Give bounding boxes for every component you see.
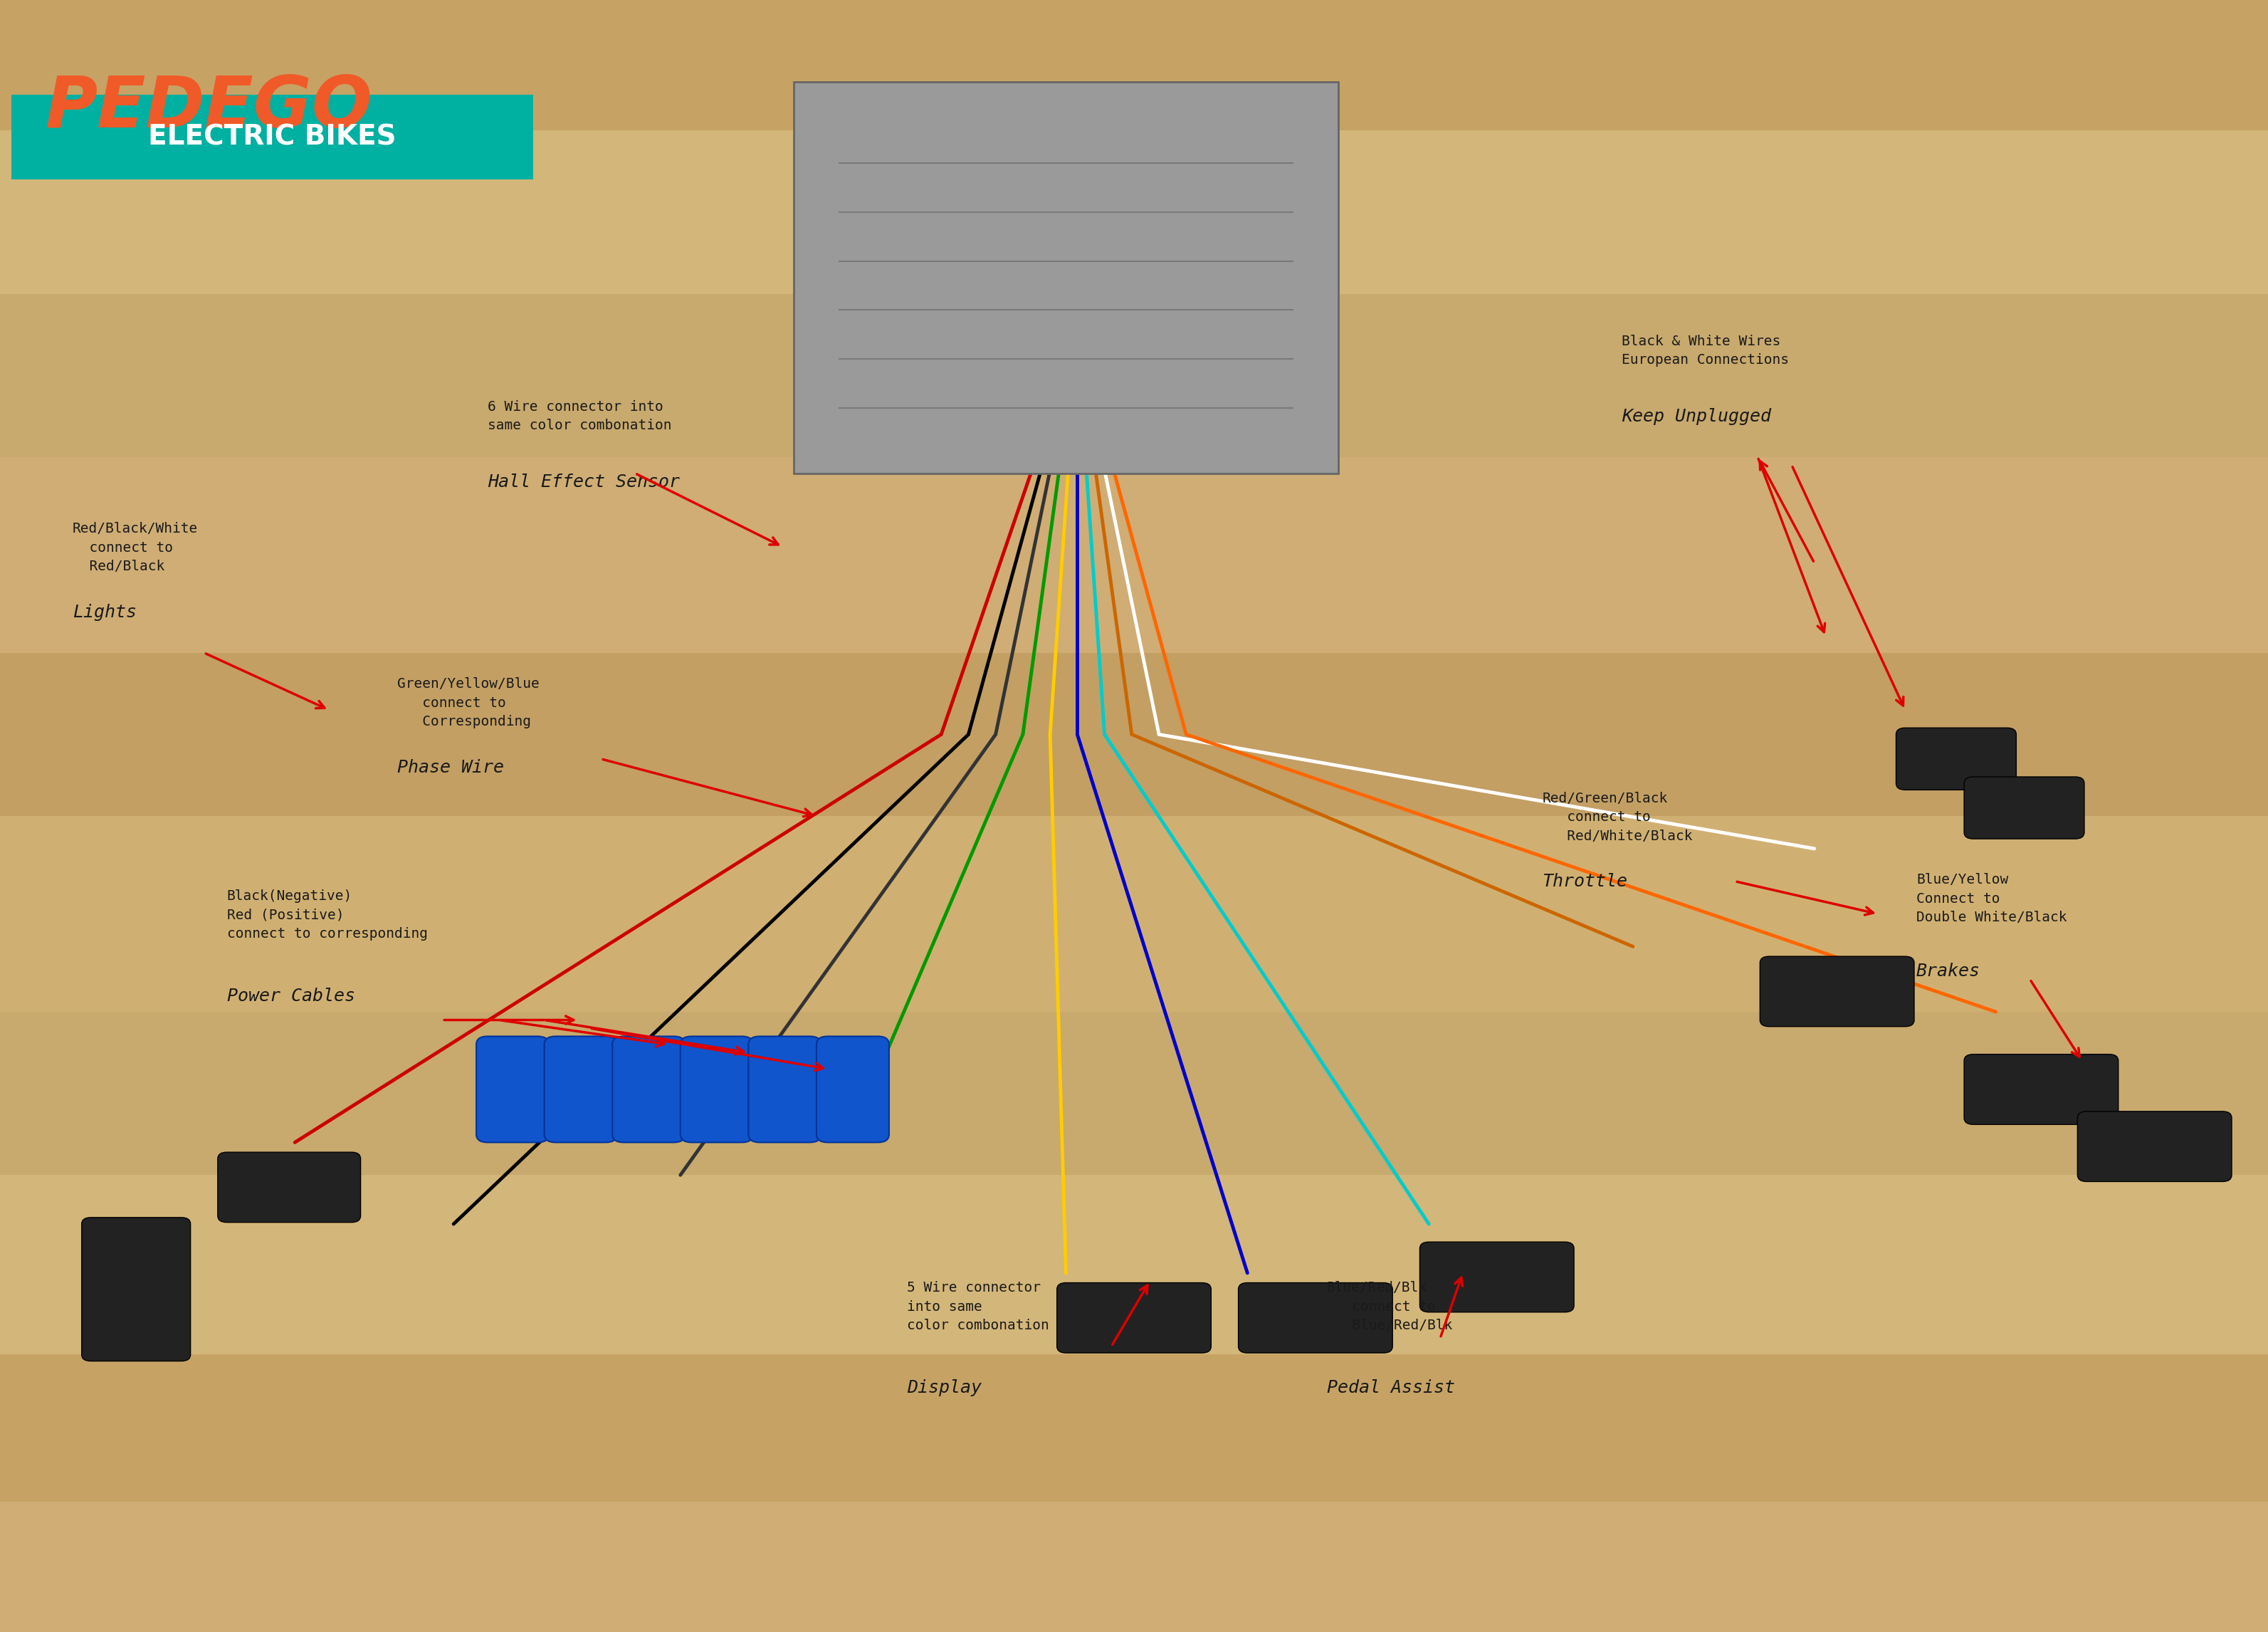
Bar	[0, 1501, 2268, 1632]
FancyBboxPatch shape	[82, 1217, 191, 1361]
FancyBboxPatch shape	[1057, 1283, 1211, 1353]
FancyBboxPatch shape	[1964, 1054, 2118, 1124]
Text: Black & White Wires
European Connections: Black & White Wires European Connections	[1622, 335, 1789, 367]
Text: Lights: Lights	[73, 604, 136, 620]
Bar	[0, 457, 2268, 653]
Text: Pedal Assist: Pedal Assist	[1327, 1379, 1454, 1395]
Text: 6 Wire connector into
same color combonation: 6 Wire connector into same color combona…	[488, 400, 671, 432]
FancyBboxPatch shape	[218, 1152, 361, 1222]
FancyBboxPatch shape	[1420, 1242, 1574, 1312]
Text: ELECTRIC BIKES: ELECTRIC BIKES	[147, 124, 397, 150]
Text: Power Cables: Power Cables	[227, 987, 354, 1004]
Bar	[0, 816, 2268, 1012]
Text: Blue/Red/Blk
   connect to
   Blue/Red/Blk: Blue/Red/Blk connect to Blue/Red/Blk	[1327, 1281, 1452, 1332]
Bar	[0, 294, 2268, 457]
Text: Phase Wire: Phase Wire	[397, 759, 503, 775]
FancyBboxPatch shape	[2077, 1111, 2232, 1182]
FancyBboxPatch shape	[1238, 1283, 1393, 1353]
Text: Brakes: Brakes	[1916, 963, 1980, 979]
FancyBboxPatch shape	[544, 1036, 617, 1142]
Bar	[0, 1355, 2268, 1501]
Bar	[0, 131, 2268, 294]
FancyBboxPatch shape	[11, 95, 533, 180]
Text: Blue/Yellow
Connect to
Double White/Black: Blue/Yellow Connect to Double White/Blac…	[1916, 873, 2066, 924]
Bar	[0, 0, 2268, 131]
Text: Red/Green/Black
   connect to
   Red/White/Black: Red/Green/Black connect to Red/White/Bla…	[1542, 792, 1692, 842]
FancyBboxPatch shape	[748, 1036, 821, 1142]
Text: 5 Wire connector
into same
color combonation: 5 Wire connector into same color combona…	[907, 1281, 1050, 1332]
Text: Hall Effect Sensor: Hall Effect Sensor	[488, 473, 680, 490]
Text: Display: Display	[907, 1379, 982, 1395]
FancyBboxPatch shape	[816, 1036, 889, 1142]
FancyBboxPatch shape	[1896, 728, 2016, 790]
Bar	[0, 1012, 2268, 1175]
FancyBboxPatch shape	[1760, 956, 1914, 1027]
Text: Black(Negative)
Red (Positive)
connect to corresponding: Black(Negative) Red (Positive) connect t…	[227, 889, 429, 940]
FancyBboxPatch shape	[1964, 777, 2084, 839]
Text: PEDEGO: PEDEGO	[45, 73, 372, 142]
Bar	[0, 653, 2268, 816]
Bar	[0, 1175, 2268, 1355]
Text: Green/Yellow/Blue
   connect to
   Corresponding: Green/Yellow/Blue connect to Correspondi…	[397, 677, 540, 728]
FancyBboxPatch shape	[476, 1036, 549, 1142]
Text: Red/Black/White
  connect to
  Red/Black: Red/Black/White connect to Red/Black	[73, 522, 197, 573]
FancyBboxPatch shape	[680, 1036, 753, 1142]
FancyBboxPatch shape	[794, 82, 1338, 473]
FancyBboxPatch shape	[612, 1036, 685, 1142]
Text: Keep Unplugged: Keep Unplugged	[1622, 408, 1771, 424]
Text: Throttle: Throttle	[1542, 873, 1628, 889]
